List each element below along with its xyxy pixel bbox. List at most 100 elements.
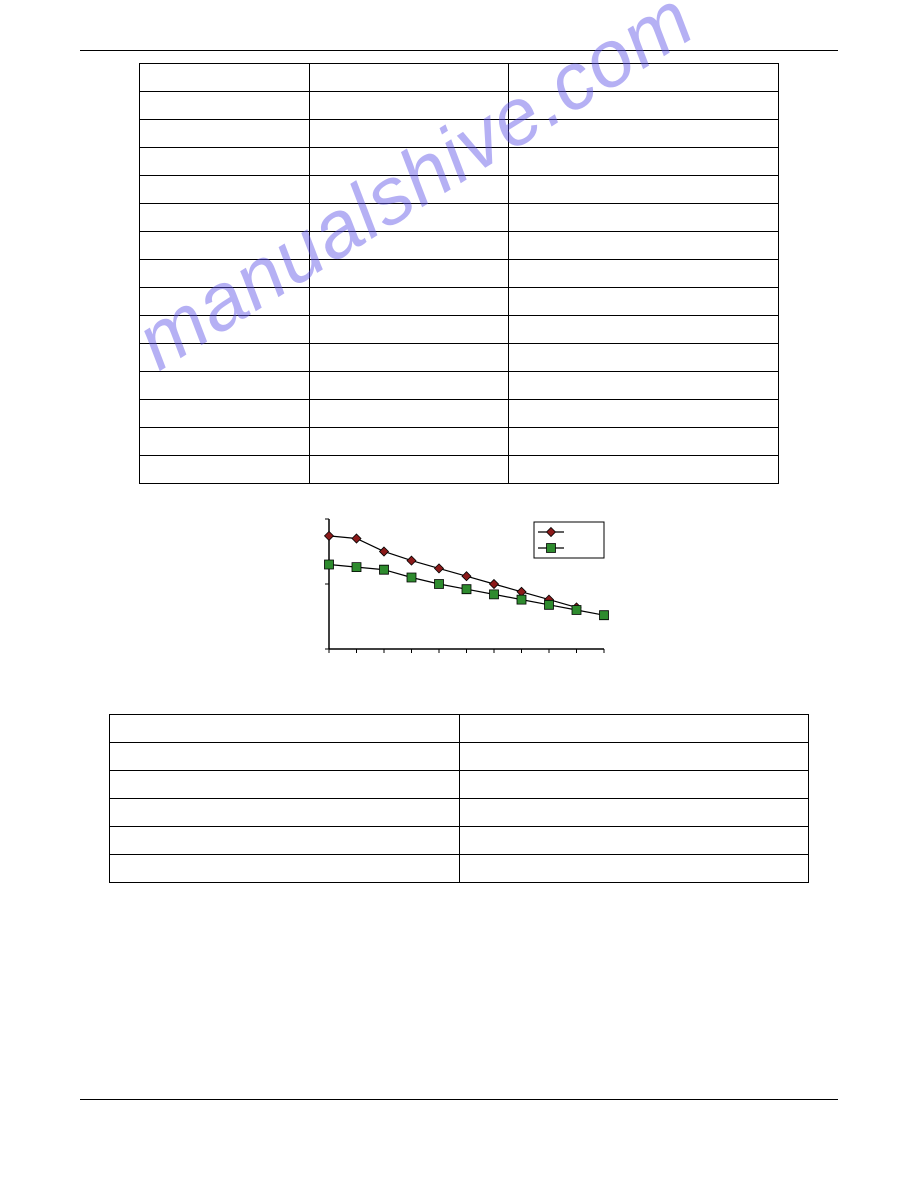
table-cell	[110, 855, 460, 883]
table-cell	[309, 428, 509, 456]
table-cell	[309, 288, 509, 316]
chart-marker	[325, 531, 334, 540]
table-row	[140, 456, 779, 484]
chart-marker	[517, 595, 526, 604]
table-cell	[309, 120, 509, 148]
table-cell	[309, 92, 509, 120]
table-cell	[110, 799, 460, 827]
table-row	[140, 344, 779, 372]
table-row	[110, 743, 809, 771]
table-cell	[140, 204, 310, 232]
table-row	[140, 64, 779, 92]
table-cell	[110, 827, 460, 855]
table-cell	[309, 260, 509, 288]
table-row	[110, 855, 809, 883]
table-cell	[309, 316, 509, 344]
chart-marker	[325, 560, 334, 569]
table-cell	[140, 372, 310, 400]
table-cell	[509, 288, 779, 316]
table-row	[140, 232, 779, 260]
table-cell	[309, 400, 509, 428]
table-cell	[509, 64, 779, 92]
chart-marker	[380, 565, 389, 574]
table-cell	[509, 92, 779, 120]
chart-marker	[407, 573, 416, 582]
table-cell	[509, 148, 779, 176]
table-cell	[509, 372, 779, 400]
page: manualshive.com	[0, 0, 918, 1188]
table-cell	[140, 260, 310, 288]
table-cell	[459, 771, 809, 799]
table-row	[140, 92, 779, 120]
table-2	[109, 714, 809, 883]
table-row	[140, 316, 779, 344]
table-cell	[309, 64, 509, 92]
table-cell	[509, 316, 779, 344]
table-cell	[140, 316, 310, 344]
table-row	[110, 715, 809, 743]
table-row	[140, 400, 779, 428]
chart-marker	[462, 572, 471, 581]
chart-marker	[352, 563, 361, 572]
table-cell	[140, 176, 310, 204]
chart-marker	[572, 606, 581, 615]
table-cell	[309, 344, 509, 372]
chart-marker	[352, 534, 361, 543]
table-cell	[140, 92, 310, 120]
table-cell	[140, 400, 310, 428]
table-2-container	[109, 714, 809, 883]
table-cell	[140, 120, 310, 148]
table-cell	[140, 456, 310, 484]
table-1	[139, 63, 779, 484]
top-rule	[80, 50, 838, 51]
table-row	[110, 827, 809, 855]
table-cell	[309, 372, 509, 400]
table-cell	[509, 260, 779, 288]
chart-marker	[490, 590, 499, 599]
table-row	[140, 288, 779, 316]
chart-marker	[600, 611, 609, 620]
table-cell	[110, 771, 460, 799]
table-cell	[309, 204, 509, 232]
table-cell	[309, 148, 509, 176]
chart-marker	[380, 547, 389, 556]
table-cell	[140, 344, 310, 372]
table-cell	[509, 456, 779, 484]
table-row	[140, 204, 779, 232]
table-cell	[459, 827, 809, 855]
table-cell	[509, 232, 779, 260]
table-row	[140, 260, 779, 288]
chart-marker	[462, 585, 471, 594]
table-cell	[509, 176, 779, 204]
table-cell	[110, 715, 460, 743]
table-1-container	[139, 63, 779, 484]
table-cell	[459, 799, 809, 827]
table-row	[110, 771, 809, 799]
table-cell	[509, 204, 779, 232]
bottom-rule	[80, 1099, 838, 1100]
table-row	[140, 148, 779, 176]
table-cell	[309, 456, 509, 484]
table-cell	[459, 715, 809, 743]
table-row	[110, 799, 809, 827]
chart-marker	[435, 564, 444, 573]
table-cell	[459, 855, 809, 883]
table-row	[140, 120, 779, 148]
table-cell	[140, 64, 310, 92]
table-cell	[459, 743, 809, 771]
chart-marker	[407, 556, 416, 565]
table-row	[140, 372, 779, 400]
table-cell	[509, 428, 779, 456]
table-cell	[110, 743, 460, 771]
table-cell	[509, 344, 779, 372]
table-row	[140, 176, 779, 204]
table-row	[140, 428, 779, 456]
table-cell	[140, 148, 310, 176]
chart-marker	[435, 580, 444, 589]
table-cell	[140, 288, 310, 316]
chart-marker	[490, 580, 499, 589]
table-cell	[140, 232, 310, 260]
table-cell	[309, 176, 509, 204]
table-cell	[140, 428, 310, 456]
table-cell	[309, 232, 509, 260]
